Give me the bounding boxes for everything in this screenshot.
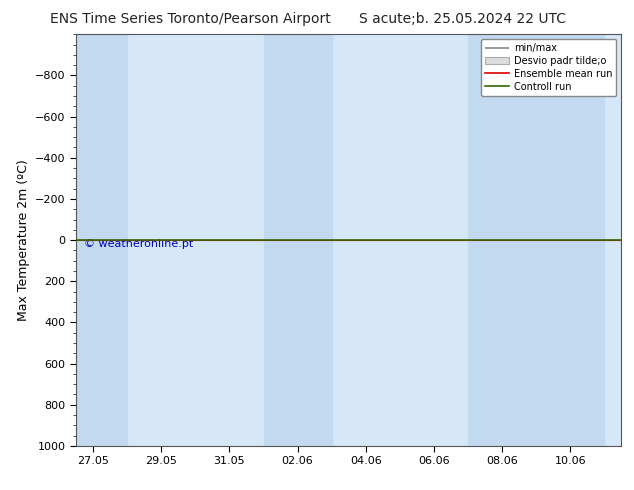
Bar bbox=[59, 34, 127, 446]
Text: ENS Time Series Toronto/Pearson Airport: ENS Time Series Toronto/Pearson Airport bbox=[50, 12, 330, 26]
Legend: min/max, Desvio padr tilde;o, Ensemble mean run, Controll run: min/max, Desvio padr tilde;o, Ensemble m… bbox=[481, 39, 616, 96]
Text: © weatheronline.pt: © weatheronline.pt bbox=[84, 239, 193, 249]
Bar bbox=[536, 34, 604, 446]
Y-axis label: Max Temperature 2m (ºC): Max Temperature 2m (ºC) bbox=[16, 159, 30, 321]
Text: S acute;b. 25.05.2024 22 UTC: S acute;b. 25.05.2024 22 UTC bbox=[359, 12, 566, 26]
Bar bbox=[468, 34, 536, 446]
Bar bbox=[264, 34, 332, 446]
